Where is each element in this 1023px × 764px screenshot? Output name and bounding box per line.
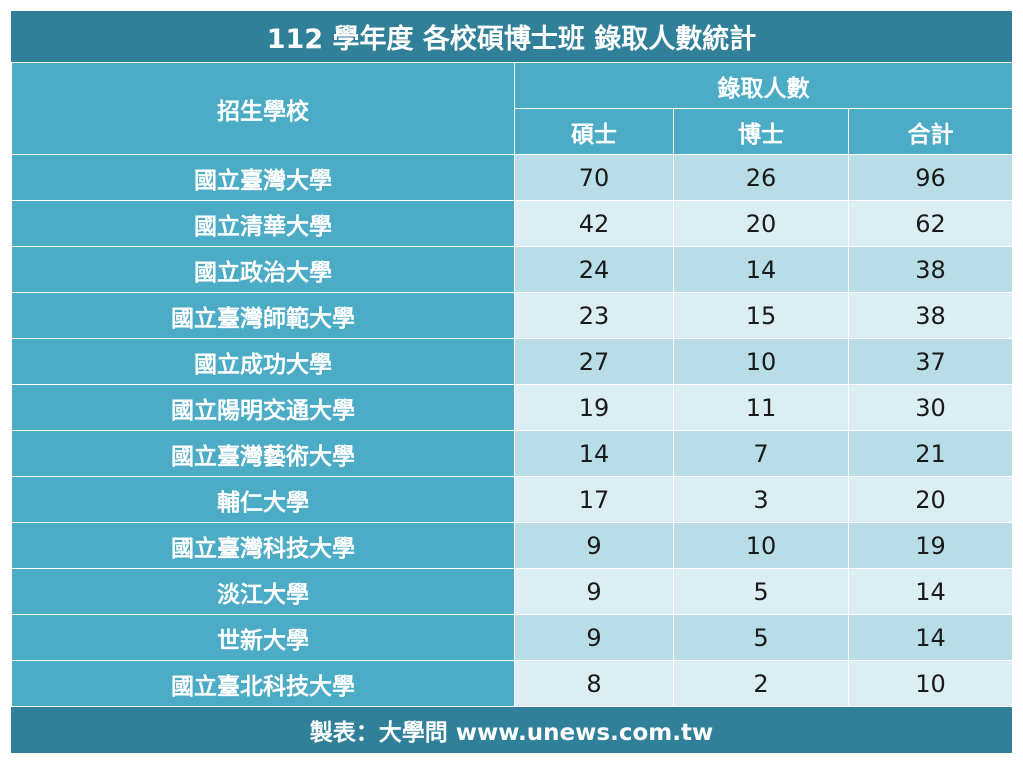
table-row: 國立臺灣科技大學 9 10 19 bbox=[11, 522, 1013, 569]
doctor-count: 3 bbox=[673, 476, 849, 523]
doctor-count: 7 bbox=[673, 430, 849, 477]
school-name: 國立臺灣大學 bbox=[11, 154, 515, 201]
doctor-count: 10 bbox=[673, 338, 849, 385]
total-count: 96 bbox=[848, 154, 1013, 201]
master-count: 27 bbox=[514, 338, 674, 385]
doctor-count: 26 bbox=[673, 154, 849, 201]
school-name: 淡江大學 bbox=[11, 568, 515, 615]
table-row: 淡江大學 9 5 14 bbox=[11, 568, 1013, 615]
table-row: 國立臺北科技大學 8 2 10 bbox=[11, 660, 1013, 707]
school-name: 國立陽明交通大學 bbox=[11, 384, 515, 431]
doctor-count: 2 bbox=[673, 660, 849, 707]
header-doctor: 博士 bbox=[673, 108, 849, 155]
footer-credit: 製表：大學問 www.unews.com.tw bbox=[11, 707, 1012, 753]
table-body: 國立臺灣大學 70 26 96 國立清華大學 42 20 62 國立政治大學 24 14 38 國立臺灣… bbox=[11, 154, 1013, 707]
total-count: 19 bbox=[848, 522, 1013, 569]
school-name: 國立政治大學 bbox=[11, 246, 515, 293]
total-count: 14 bbox=[848, 614, 1013, 661]
total-count: 14 bbox=[848, 568, 1013, 615]
doctor-count: 20 bbox=[673, 200, 849, 247]
table-title: 112 學年度 各校碩博士班 錄取人數統計 bbox=[11, 11, 1012, 62]
table-row: 國立陽明交通大學 19 11 30 bbox=[11, 384, 1013, 431]
master-count: 70 bbox=[514, 154, 674, 201]
doctor-count: 15 bbox=[673, 292, 849, 339]
doctor-count: 11 bbox=[673, 384, 849, 431]
table-row: 國立政治大學 24 14 38 bbox=[11, 246, 1013, 293]
header-school: 招生學校 bbox=[11, 62, 515, 155]
table-row: 國立臺灣藝術大學 14 7 21 bbox=[11, 430, 1013, 477]
doctor-count: 5 bbox=[673, 568, 849, 615]
total-count: 62 bbox=[848, 200, 1013, 247]
total-count: 37 bbox=[848, 338, 1013, 385]
total-count: 10 bbox=[848, 660, 1013, 707]
table-row: 輔仁大學 17 3 20 bbox=[11, 476, 1013, 523]
table-row: 世新大學 9 5 14 bbox=[11, 614, 1013, 661]
master-count: 9 bbox=[514, 614, 674, 661]
table-row: 國立臺灣大學 70 26 96 bbox=[11, 154, 1013, 201]
master-count: 19 bbox=[514, 384, 674, 431]
school-name: 國立臺灣科技大學 bbox=[11, 522, 515, 569]
doctor-count: 5 bbox=[673, 614, 849, 661]
total-count: 20 bbox=[848, 476, 1013, 523]
school-name: 國立臺灣藝術大學 bbox=[11, 430, 515, 477]
school-name: 世新大學 bbox=[11, 614, 515, 661]
school-name: 國立清華大學 bbox=[11, 200, 515, 247]
table-row: 國立清華大學 42 20 62 bbox=[11, 200, 1013, 247]
master-count: 23 bbox=[514, 292, 674, 339]
school-name: 國立臺北科技大學 bbox=[11, 660, 515, 707]
school-name: 國立成功大學 bbox=[11, 338, 515, 385]
master-count: 8 bbox=[514, 660, 674, 707]
header-total: 合計 bbox=[848, 108, 1013, 155]
table-row: 國立成功大學 27 10 37 bbox=[11, 338, 1013, 385]
doctor-count: 10 bbox=[673, 522, 849, 569]
admission-table: 招生學校 錄取人數 碩士 博士 合計 國立臺灣大學 70 26 96 國立清華大學 42 2… bbox=[11, 62, 1013, 707]
total-count: 30 bbox=[848, 384, 1013, 431]
master-count: 9 bbox=[514, 568, 674, 615]
master-count: 9 bbox=[514, 522, 674, 569]
total-count: 38 bbox=[848, 246, 1013, 293]
total-count: 38 bbox=[848, 292, 1013, 339]
master-count: 14 bbox=[514, 430, 674, 477]
master-count: 24 bbox=[514, 246, 674, 293]
header-admitted-group: 錄取人數 bbox=[514, 62, 1013, 109]
school-name: 國立臺灣師範大學 bbox=[11, 292, 515, 339]
doctor-count: 14 bbox=[673, 246, 849, 293]
master-count: 17 bbox=[514, 476, 674, 523]
admission-table-figure: 112 學年度 各校碩博士班 錄取人數統計 招生學校 錄取人數 碩士 博士 合計… bbox=[11, 11, 1013, 753]
school-name: 輔仁大學 bbox=[11, 476, 515, 523]
table-row: 國立臺灣師範大學 23 15 38 bbox=[11, 292, 1013, 339]
total-count: 21 bbox=[848, 430, 1013, 477]
header-master: 碩士 bbox=[514, 108, 674, 155]
master-count: 42 bbox=[514, 200, 674, 247]
